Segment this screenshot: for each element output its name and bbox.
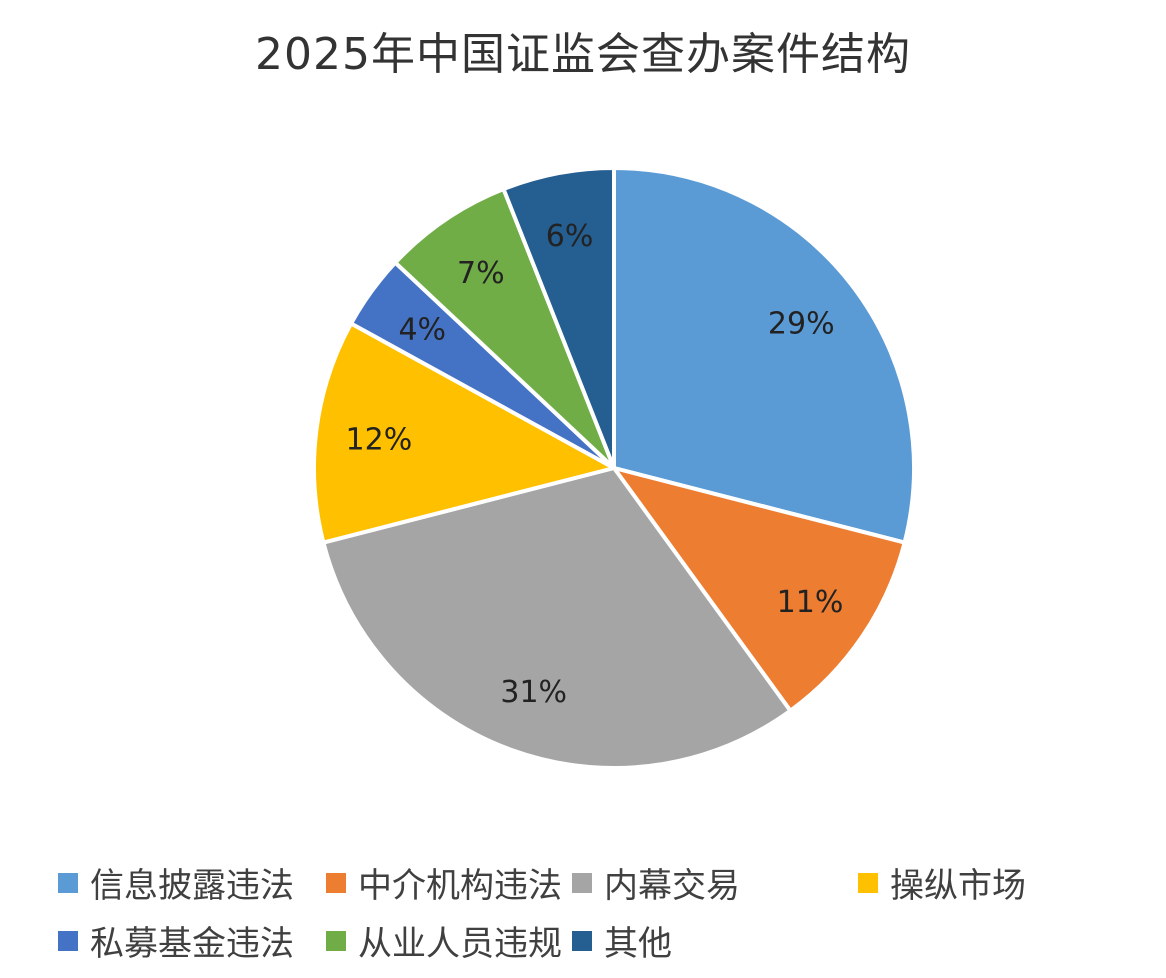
legend-swatch bbox=[58, 930, 78, 951]
legend-swatch bbox=[572, 872, 592, 893]
legend-item: 中介机构违法 bbox=[326, 858, 562, 907]
legend-item: 内幕交易 bbox=[572, 858, 740, 907]
pie-chart: 29% 11% 31% 12% 4% 7% 6% bbox=[312, 165, 916, 770]
legend-swatch bbox=[858, 872, 878, 893]
pie-slice-3 bbox=[312, 320, 620, 546]
data-label-4: 4% bbox=[398, 313, 446, 348]
pie-slice-5 bbox=[392, 186, 616, 470]
pie-slice-0 bbox=[612, 165, 916, 546]
data-label-1: 11% bbox=[777, 585, 844, 620]
data-label-0: 29% bbox=[768, 307, 835, 342]
data-label-6: 6% bbox=[546, 219, 594, 254]
data-label-5: 7% bbox=[457, 256, 505, 291]
pie-slice-2 bbox=[320, 465, 794, 770]
legend-swatch bbox=[58, 872, 78, 893]
legend-label: 中介机构违法 bbox=[358, 866, 562, 906]
legend-swatch bbox=[326, 872, 346, 893]
legend-item: 信息披露违法 bbox=[58, 858, 294, 907]
data-label-3: 12% bbox=[346, 422, 413, 457]
legend-label: 从业人员违规 bbox=[358, 924, 562, 964]
legend-swatch bbox=[326, 930, 346, 951]
chart-title: 2025年中国证监会查办案件结构 bbox=[255, 29, 911, 80]
legend-item: 操纵市场 bbox=[858, 858, 1026, 907]
legend-item: 其他 bbox=[572, 916, 672, 965]
pie-slice-1 bbox=[609, 464, 908, 714]
legend-item: 私募基金违法 bbox=[58, 916, 294, 965]
legend-label: 操纵市场 bbox=[890, 866, 1026, 906]
legend-label: 内幕交易 bbox=[604, 866, 740, 906]
data-label-2: 31% bbox=[500, 675, 567, 710]
legend-item: 从业人员违规 bbox=[326, 916, 562, 965]
legend-label: 其他 bbox=[604, 924, 672, 964]
legend-label: 信息披露违法 bbox=[90, 866, 294, 906]
legend-label: 私募基金违法 bbox=[90, 924, 294, 964]
legend-swatch bbox=[572, 930, 592, 951]
pie-slice-6 bbox=[500, 165, 616, 469]
